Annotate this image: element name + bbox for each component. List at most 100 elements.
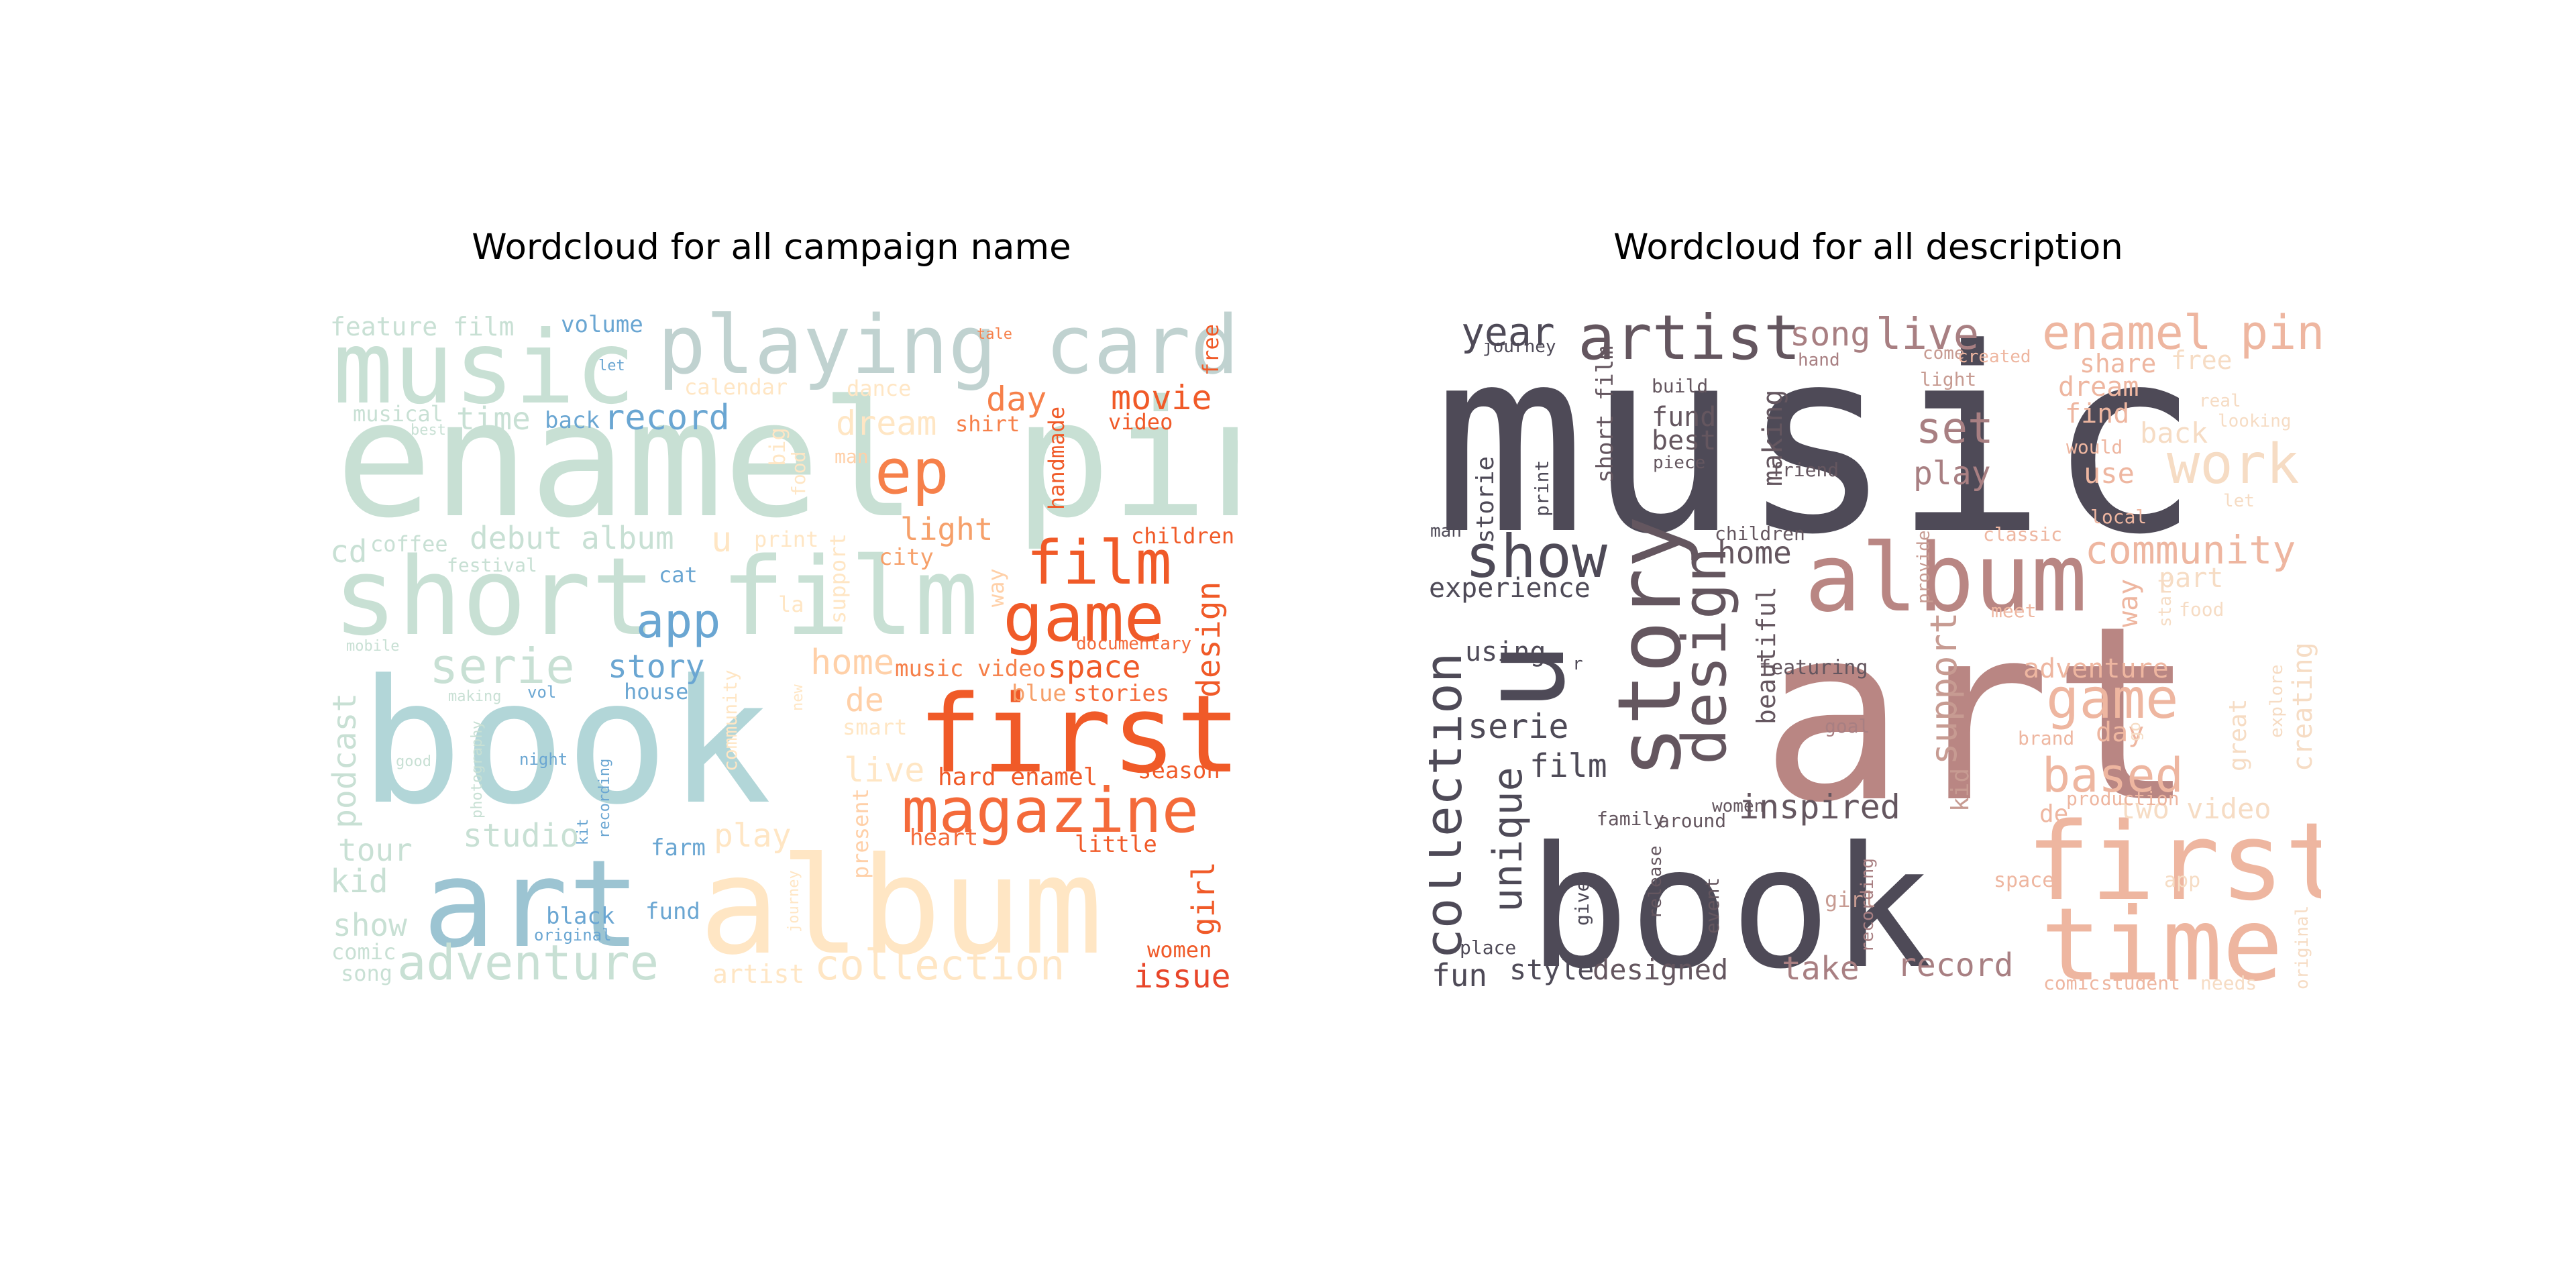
wordcloud-left-word-playing-card: playing card — [657, 309, 1238, 392]
wordcloud-right-word-come: come — [1923, 343, 1965, 364]
wordcloud-left-word-coffee: coffee — [370, 531, 448, 557]
wordcloud-left-word-space: space — [1048, 649, 1140, 685]
wordcloud-right-word-kid: kid — [1947, 768, 1974, 812]
wordcloud-right-word-making: making — [1758, 390, 1788, 487]
wordcloud-left-word-ep: ep — [875, 436, 949, 508]
wordcloud-left-word-farm: farm — [651, 835, 706, 861]
wordcloud-left-word-day: day — [986, 380, 1046, 419]
wordcloud-campaign-name-canvas: enamel pin book music playing card short fil… — [329, 309, 1238, 993]
wordcloud-right-word-would: would — [2066, 436, 2123, 458]
wordcloud-right-word-de: de — [2039, 800, 2068, 828]
wordcloud-right-word-style: style — [1509, 953, 1594, 986]
wordcloud-right-word-classic: classic — [1983, 523, 2062, 545]
wordcloud-right-word-music: music — [1433, 309, 2200, 590]
wordcloud-right-word-work: work — [2167, 433, 2299, 496]
wordcloud-right-word-adventure: adventure — [2023, 653, 2169, 684]
wordcloud-left-word-video: video — [1108, 409, 1173, 435]
wordcloud-right-word-r: r — [1572, 654, 1583, 674]
wordcloud-right-word-share: share — [2080, 349, 2156, 378]
wordcloud-right-word-journey: journey — [1483, 337, 1556, 357]
wordcloud-left-word-live: live — [844, 751, 924, 790]
wordcloud-right-word-year: year — [1461, 309, 1555, 355]
wordcloud-right-word-brand: brand — [2018, 727, 2074, 749]
wordcloud-right-word-created: created — [1957, 347, 2031, 367]
wordcloud-left-word-children: children — [1131, 523, 1234, 549]
wordcloud-right-word-best: best — [1652, 425, 1716, 456]
wordcloud-left-word-app: app — [636, 594, 720, 649]
wordcloud-right-word-serie: serie — [1468, 707, 1569, 746]
wordcloud-left-word-comic: comic — [331, 939, 396, 965]
wordcloud-right-word-story: story — [1599, 516, 1701, 778]
wordcloud-right-word-live: live — [1876, 310, 1979, 360]
wordcloud-left-word-blue: blue — [1012, 680, 1067, 707]
wordcloud-left-word-fund: fund — [645, 898, 700, 925]
wordcloud-left-word-best: best — [411, 422, 446, 439]
wordcloud-left-word-mobile: mobile — [346, 638, 399, 655]
wordcloud-left-word-first: first — [918, 672, 1238, 797]
wordcloud-left-word-time: time — [456, 400, 531, 437]
wordcloud-left-word-home: home — [810, 643, 894, 683]
wordcloud-right-word-light: light — [1920, 368, 1976, 390]
wordcloud-left-word-musical: musical — [353, 401, 443, 427]
wordcloud-right-word-event: event — [1701, 877, 1723, 934]
wordcloud-right-word-space: space — [1994, 869, 2054, 892]
wordcloud-left-word-night: night — [519, 750, 568, 769]
wordcloud-left-word-cat: cat — [659, 562, 698, 588]
wordcloud-description: music art book album first time artist enamel p… — [1429, 309, 2321, 993]
wordcloud-left-word-girl: girl — [1185, 861, 1222, 936]
wordcloud-right-word-album: album — [1805, 524, 2087, 633]
wordcloud-left-word-city: city — [879, 544, 934, 571]
wordcloud-right-word-experience: experience — [1429, 573, 1591, 604]
wordcloud-right-word-inspired: inspired — [1739, 788, 1900, 826]
wordcloud-left-word-record: record — [604, 398, 730, 438]
wordcloud-right-word-song: song — [1790, 315, 1870, 354]
wordcloud-left-word-vol: vol — [527, 683, 556, 702]
wordcloud-right-word-family: family — [1597, 808, 1664, 830]
wordcloud-left-word-design: design — [1190, 582, 1228, 698]
wordcloud-right-word-enamel-pin: enamel pin — [2042, 309, 2321, 360]
wordcloud-right-word-go: go — [2125, 722, 2144, 741]
wordcloud-left-word-kit: kit — [575, 818, 592, 845]
wordcloud-left-word-debut-album: debut album — [470, 520, 674, 556]
wordcloud-right-word-explore: explore — [2267, 664, 2287, 738]
wordcloud-right-word-give: give — [1571, 881, 1593, 926]
wordcloud-left-word-kid: kid — [330, 863, 388, 900]
wordcloud-right-word-record: record — [1897, 947, 2013, 984]
wordcloud-right-word-first: first — [2026, 799, 2321, 924]
wordcloud-left-word-way: way — [983, 568, 1009, 607]
wordcloud-left-word-free: free — [1198, 324, 1224, 376]
wordcloud-left-word-making: making — [448, 688, 501, 705]
wordcloud-left-word-food: food — [788, 451, 810, 496]
wordcloud-right-word-piece: piece — [1653, 453, 1705, 473]
wordcloud-left-word-volume: volume — [561, 311, 643, 338]
wordcloud-right-word-unique: unique — [1485, 767, 1532, 912]
wordcloud-left-word-enamel-pin: enamel pin — [335, 366, 1238, 553]
wordcloud-left-word-podcast: podcast — [329, 693, 364, 828]
wordcloud-right-word-student: student — [2101, 972, 2180, 993]
wordcloud-right-word-using: using — [1465, 637, 1546, 667]
wordcloud-right-word-find: find — [2065, 398, 2129, 429]
wordcloud-left-word-game: game — [1003, 578, 1165, 657]
wordcloud-left-word-back: back — [545, 407, 600, 434]
wordcloud-right-word-home: home — [1717, 535, 1792, 571]
wordcloud-right-word-time: time — [2041, 887, 2283, 993]
wordcloud-right-word-provide: provide — [1914, 530, 1934, 604]
wordcloud-left-word-book: book — [360, 643, 771, 843]
wordcloud-right-word-community: community — [2085, 527, 2296, 573]
wordcloud-left-word-dream: dream — [836, 404, 937, 443]
wordcloud-right-word-around: around — [1658, 810, 1726, 832]
wordcloud-right-word-short-film: short film — [1592, 345, 1619, 483]
wordcloud-right-word-designed: designed — [1593, 953, 1728, 986]
wordcloud-left-word-stories: stories — [1073, 680, 1169, 707]
wordcloud-right-word-girl: girl — [1825, 887, 1876, 912]
wordcloud-right-word-free: free — [2171, 345, 2233, 375]
wordcloud-left-word-magazine: magazine — [902, 775, 1199, 847]
wordcloud-left-word-adventure: adventure — [397, 934, 659, 991]
wordcloud-right-word-beautiful: beautiful — [1752, 586, 1781, 724]
wordcloud-left-word-support: support — [825, 533, 851, 624]
wordcloud-left-word-original: original — [534, 926, 612, 945]
wordcloud-right-word-set: set — [1916, 404, 1994, 453]
wordcloud-right-word-let: let — [2223, 491, 2255, 511]
wordcloud-right-word-production: production — [2066, 788, 2180, 810]
